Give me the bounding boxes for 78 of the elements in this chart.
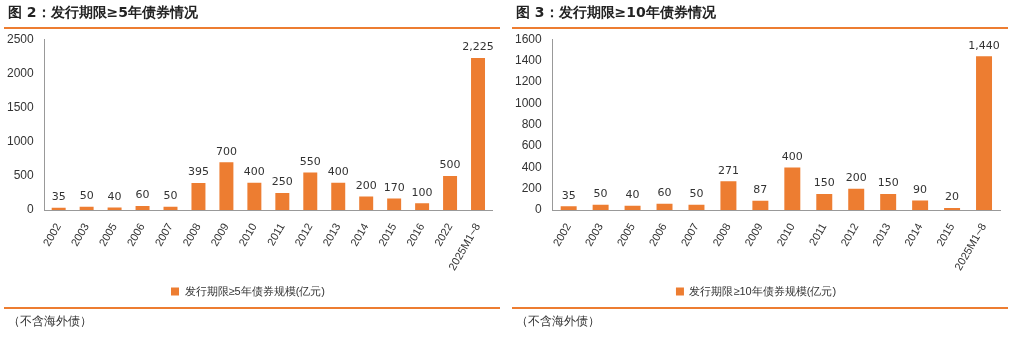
bar bbox=[688, 204, 705, 211]
data-label: 700 bbox=[215, 144, 237, 158]
data-label: 500 bbox=[439, 158, 461, 172]
y-tick-label: 800 bbox=[521, 116, 543, 131]
data-label: 250 bbox=[271, 175, 293, 189]
bar bbox=[191, 183, 206, 211]
data-label: 400 bbox=[327, 165, 349, 179]
data-label: 400 bbox=[781, 149, 803, 163]
bar bbox=[944, 207, 961, 211]
y-tick-label: 1600 bbox=[514, 31, 543, 46]
bar bbox=[247, 182, 262, 211]
bar bbox=[387, 198, 402, 211]
chart-title: 图 2：发行期限≥5年债券情况 bbox=[4, 0, 500, 29]
text: （不含海外债） bbox=[512, 307, 1008, 334]
data-label: 40 bbox=[107, 189, 122, 203]
data-label: 395 bbox=[187, 165, 209, 179]
data-label: 20 bbox=[945, 190, 960, 204]
data-label: 550 bbox=[299, 154, 321, 168]
bar bbox=[880, 194, 897, 211]
data-label: 50 bbox=[593, 187, 608, 201]
legend-label: 发行期限≥5年债券规模(亿元) bbox=[184, 284, 325, 297]
data-label: 271 bbox=[717, 163, 739, 177]
data-label: 87 bbox=[753, 183, 768, 197]
bar bbox=[443, 175, 458, 211]
text: （不含海外债） bbox=[4, 307, 500, 334]
bar bbox=[219, 162, 234, 211]
data-label: 400 bbox=[243, 165, 265, 179]
bar bbox=[816, 194, 833, 211]
data-label: 40 bbox=[625, 188, 640, 202]
y-tick-label: 1400 bbox=[514, 52, 543, 67]
bar bbox=[624, 205, 641, 211]
y-tick-label: 1200 bbox=[514, 74, 543, 89]
data-label: 200 bbox=[355, 178, 377, 192]
bar bbox=[560, 206, 577, 211]
y-tick-label: 500 bbox=[13, 168, 35, 183]
bar bbox=[784, 167, 801, 211]
data-label: 50 bbox=[79, 189, 94, 203]
y-tick-label: 200 bbox=[521, 181, 543, 196]
y-tick-label: 2000 bbox=[6, 65, 35, 80]
data-label: 50 bbox=[163, 189, 178, 203]
data-label: 35 bbox=[51, 190, 66, 204]
bar bbox=[912, 200, 929, 211]
legend-label: 发行期限≥10年债券规模(亿元) bbox=[689, 284, 837, 297]
bar bbox=[752, 200, 769, 211]
bar bbox=[135, 206, 150, 211]
data-label: 170 bbox=[383, 180, 405, 194]
bar bbox=[331, 182, 346, 211]
data-label: 1,440 bbox=[968, 38, 1000, 52]
y-tick-label: 600 bbox=[521, 138, 543, 153]
data-label: 50 bbox=[689, 187, 704, 201]
data-label: 150 bbox=[877, 176, 899, 190]
bar bbox=[107, 207, 122, 211]
y-tick-label: 400 bbox=[521, 159, 543, 174]
bar bbox=[415, 203, 430, 211]
y-tick-label: 1000 bbox=[514, 95, 543, 110]
data-label: 35 bbox=[561, 188, 576, 202]
bar bbox=[848, 188, 865, 211]
bar bbox=[471, 58, 486, 211]
chart-title: 图 3：发行期限≥10年债券情况 bbox=[512, 0, 1008, 29]
data-label: 200 bbox=[845, 171, 867, 185]
y-tick-label: 2500 bbox=[6, 31, 35, 46]
data-label: 2,225 bbox=[462, 40, 494, 54]
data-label: 100 bbox=[411, 185, 433, 199]
data-label: 60 bbox=[657, 186, 672, 200]
data-label: 90 bbox=[913, 182, 928, 196]
y-tick-label: 1000 bbox=[6, 134, 35, 149]
data-label: 150 bbox=[813, 176, 835, 190]
bar bbox=[359, 196, 374, 211]
y-tick-label: 0 bbox=[27, 202, 35, 217]
bar bbox=[976, 56, 993, 211]
bar bbox=[275, 193, 290, 211]
bar bbox=[303, 172, 318, 211]
y-tick-label: 1500 bbox=[6, 99, 35, 114]
bar bbox=[656, 203, 673, 211]
data-label: 60 bbox=[135, 188, 150, 202]
bar bbox=[592, 204, 609, 211]
y-tick-label: 0 bbox=[535, 202, 543, 217]
bar bbox=[720, 181, 737, 211]
